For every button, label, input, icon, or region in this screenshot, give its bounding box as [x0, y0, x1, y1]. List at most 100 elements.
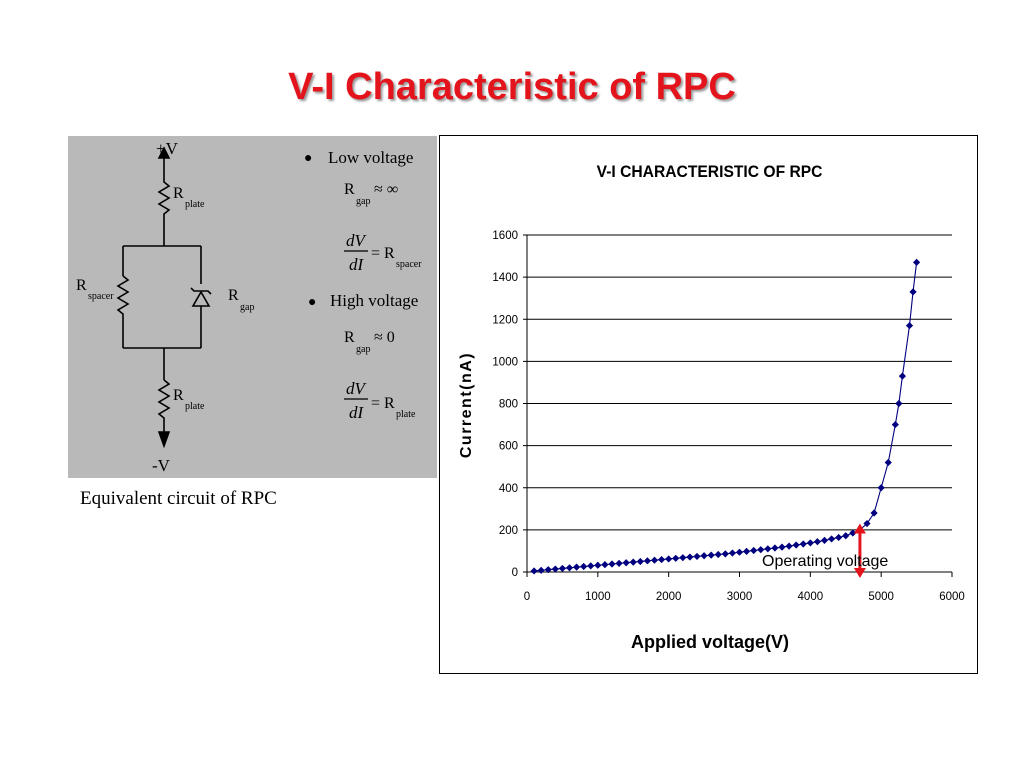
- data-point: [657, 555, 666, 564]
- chart-title: V-I CHARACTERISTIC OF RPC: [597, 162, 823, 181]
- data-point: [799, 540, 807, 548]
- data-point: [672, 554, 680, 562]
- x-axis-label: Applied voltage(V): [631, 632, 789, 652]
- high-di: dI: [349, 403, 365, 422]
- low-voltage-bullet: ●: [304, 151, 312, 166]
- data-point: [707, 551, 715, 559]
- low-gap-approx: ≈ ∞: [374, 181, 398, 198]
- gap-diode-bar: [190, 287, 212, 295]
- neg-voltage-label: -V: [152, 456, 171, 475]
- y-tick-label: 800: [499, 399, 518, 411]
- data-point: [572, 563, 581, 571]
- x-tick-label: 1000: [585, 591, 611, 603]
- data-point: [693, 552, 701, 561]
- data-point: [898, 372, 907, 380]
- data-point: [835, 533, 843, 542]
- y-tick-label: 0: [512, 567, 518, 579]
- operating-voltage-label: Operating voltage: [762, 553, 888, 570]
- data-point: [884, 458, 892, 467]
- data-point: [622, 559, 630, 567]
- data-point: [905, 321, 914, 330]
- y-tick-label: 200: [499, 525, 518, 537]
- data-point: [909, 288, 917, 296]
- high-voltage-bullet: ●: [308, 295, 316, 310]
- data-point: [665, 555, 673, 563]
- data-point: [891, 420, 899, 429]
- r-gap-label: R: [228, 287, 239, 304]
- data-point: [558, 564, 567, 573]
- data-point: [735, 548, 744, 556]
- r-plate-bottom-sub: plate: [185, 401, 205, 412]
- r-plate-bottom-label: R: [173, 387, 184, 404]
- data-point: [877, 484, 885, 492]
- data-point: [849, 529, 857, 537]
- x-tick-label: 0: [524, 591, 530, 603]
- y-tick-label: 1600: [492, 230, 518, 242]
- high-voltage-heading: High voltage: [330, 291, 418, 310]
- data-point: [764, 545, 772, 553]
- data-point: [594, 561, 602, 569]
- low-equals: = R: [371, 245, 395, 262]
- data-point: [565, 564, 574, 572]
- data-point: [700, 552, 708, 560]
- arrow-down-icon: [853, 568, 866, 578]
- y-tick-label: 1200: [492, 314, 518, 326]
- r-spacer-sub: spacer: [88, 291, 114, 302]
- data-point: [771, 544, 779, 552]
- data-point: [636, 557, 644, 566]
- data-point: [643, 557, 652, 565]
- y-tick-label: 1400: [492, 272, 518, 284]
- high-gap-r: R: [344, 329, 355, 346]
- data-point: [820, 536, 829, 545]
- data-point: [728, 549, 737, 557]
- low-di: dI: [349, 255, 365, 274]
- vi-chart: V-I CHARACTERISTIC OF RPC 0 200 400 600 800 1…: [458, 162, 965, 652]
- slide-title: V-I Characteristic of RPC: [288, 66, 736, 108]
- circuit-diagram: +V -V R plate R spacer R gap R plate ● L…: [76, 139, 422, 475]
- high-equals: = R: [371, 395, 395, 412]
- data-point: [721, 550, 729, 558]
- r-spacer-label: R: [76, 277, 87, 294]
- data-point: [537, 566, 545, 574]
- data-point: [544, 566, 552, 574]
- bottom-plate-resistor: [157, 379, 171, 436]
- data-point: [629, 558, 637, 566]
- high-gap-approx: ≈ 0: [374, 329, 395, 346]
- axes: [523, 234, 953, 577]
- data-point: [530, 567, 538, 575]
- data-point: [785, 542, 793, 550]
- data-point: [587, 562, 595, 570]
- r-gap-sub: gap: [240, 302, 254, 313]
- y-axis-label: Current(nA): [458, 352, 475, 458]
- data-point: [714, 550, 722, 559]
- top-plate-resistor: [157, 178, 171, 246]
- bottom-arrow-icon: [157, 431, 171, 449]
- data-point: [792, 541, 800, 549]
- y-tick-label: 600: [499, 441, 518, 453]
- low-gap-r: R: [344, 181, 355, 198]
- x-tick-label: 3000: [727, 591, 753, 603]
- grid-lines: [527, 234, 952, 531]
- data-point: [827, 535, 836, 543]
- data-point: [806, 539, 814, 547]
- spacer-resistor: [116, 275, 130, 348]
- data-point: [757, 546, 765, 554]
- data-point: [580, 562, 588, 571]
- data-point: [615, 559, 623, 567]
- high-gap-sub: gap: [356, 344, 370, 355]
- x-tick-label: 6000: [939, 591, 965, 603]
- data-point: [750, 546, 758, 555]
- equivalent-circuit-panel: +V -V R plate R spacer R gap R plate ● L…: [68, 136, 437, 478]
- y-tick-labels: 0 200 400 600 800 1000 1200 1400 1600: [492, 230, 518, 579]
- r-plate-top-sub: plate: [185, 199, 205, 210]
- data-point: [870, 509, 878, 517]
- series-line: [534, 262, 918, 572]
- low-gap-sub: gap: [356, 196, 370, 207]
- low-voltage-heading: Low voltage: [328, 148, 413, 167]
- low-dv: dV: [346, 231, 368, 250]
- data-point: [778, 543, 786, 551]
- top-arrow-icon: [157, 146, 171, 159]
- pos-voltage-label: +V: [156, 139, 179, 158]
- x-tick-labels: 0 1000 2000 3000 4000 5000 6000: [524, 591, 965, 603]
- data-point: [863, 519, 871, 528]
